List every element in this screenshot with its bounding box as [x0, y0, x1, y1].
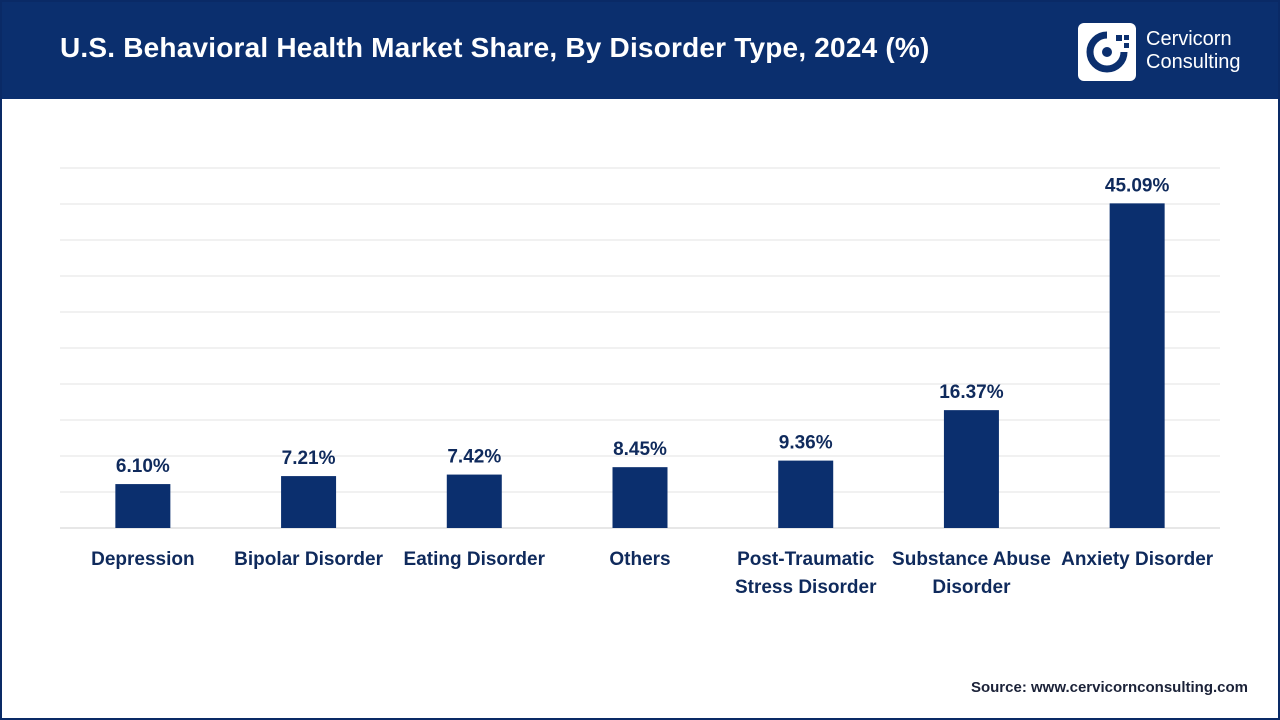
data-label: 7.42% [447, 447, 501, 468]
data-label: 45.09% [1105, 175, 1170, 196]
x-tick-label-line: Anxiety Disorder [1061, 549, 1214, 570]
data-label: 9.36% [779, 433, 833, 454]
page-title: U.S. Behavioral Health Market Share, By … [60, 32, 930, 63]
data-label: 7.21% [282, 448, 336, 469]
x-tick-label-line: Disorder [932, 577, 1011, 598]
x-tick-label-line: Depression [91, 549, 194, 570]
x-tick-label: Depression [91, 549, 194, 570]
logo-line-1: Cervicorn [1146, 28, 1232, 50]
bar-chart: 6.10% Depression 7.21% Bipolar Disorder 7.42… [60, 167, 1220, 598]
source-url: www.cervicornconsulting.com [1031, 679, 1248, 696]
logo-line-2: Consulting [1146, 51, 1241, 73]
x-tick-label-line: Substance Abuse [892, 549, 1051, 570]
bar [1109, 203, 1165, 528]
x-tick-label-line: Others [609, 549, 670, 570]
data-label: 6.10% [116, 456, 170, 477]
bar [943, 410, 999, 528]
x-tick-label: Others [609, 549, 670, 570]
data-label: 8.45% [613, 439, 667, 460]
bar [281, 476, 337, 528]
x-tick-label: Bipolar Disorder [234, 549, 383, 570]
x-tick-label: Substance Abuse Disorder [892, 549, 1051, 598]
x-tick-label-line: Eating Disorder [404, 549, 546, 570]
x-tick-label-line: Post-Traumatic [737, 549, 875, 570]
logo-mark-icon [1078, 23, 1136, 81]
x-tick-label: Anxiety Disorder [1061, 549, 1214, 570]
x-tick-label-line: Stress Disorder [735, 577, 877, 598]
x-tick-label: Eating Disorder [404, 549, 546, 570]
source-label: Source: [970, 679, 1027, 696]
x-tick-label-line: Bipolar Disorder [234, 549, 383, 570]
company-logo: Cervicorn Consulting [1078, 23, 1258, 81]
logo-text: Cervicorn Consulting [1146, 28, 1241, 74]
data-label: 16.37% [939, 382, 1004, 403]
bar [612, 467, 668, 528]
header-bar: U.S. Behavioral Health Market Share, By … [2, 2, 1278, 99]
source-note: Source: www.cervicornconsulting.com [971, 679, 1248, 696]
bar [115, 484, 171, 528]
x-tick-label: Post-Traumatic Stress Disorder [735, 549, 877, 598]
bar [778, 460, 834, 528]
bar [446, 474, 502, 528]
